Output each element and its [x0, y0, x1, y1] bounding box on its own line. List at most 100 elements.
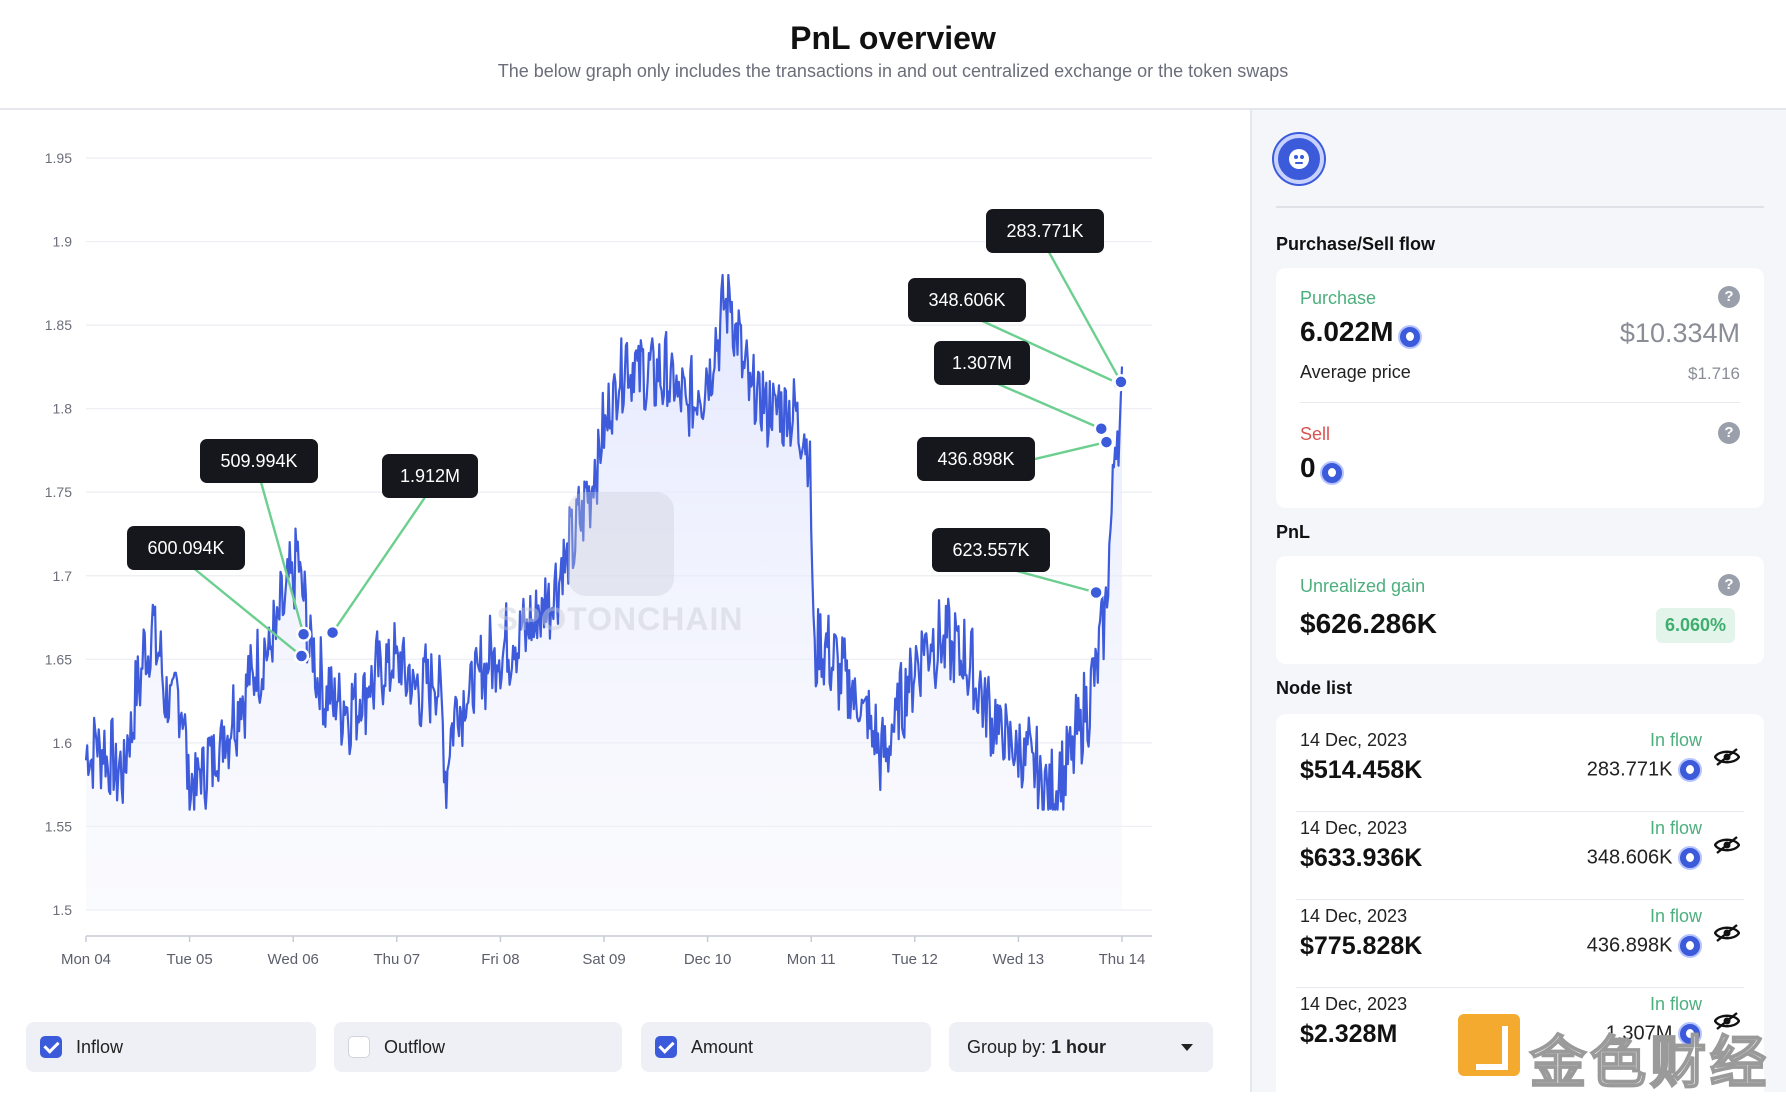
y-tick-label: 1.75	[45, 484, 72, 500]
token-icon	[1320, 460, 1345, 485]
amount-checkbox[interactable]	[655, 1036, 677, 1058]
chart-panel: 1.95 1.9 1.85 1.8 1.75 1.7 1.65 1.6 1.55 1.5 Mon 0…	[0, 110, 1250, 1092]
flow-section-title: Purchase/Sell flow	[1276, 234, 1436, 254]
node-amount-row: 1.307M	[1606, 1022, 1702, 1046]
node-date: 14 Dec, 2023	[1300, 730, 1408, 750]
node-date: 14 Dec, 2023	[1300, 818, 1408, 838]
node-amount-row: 283.771K	[1587, 758, 1702, 782]
annotation-box[interactable]	[908, 278, 1026, 322]
group-by-select[interactable]: Group by: 1 hour	[949, 1022, 1213, 1072]
node-list-item[interactable]: 14 Dec, 2023 In flow $2.328M 1.307M	[1276, 978, 1764, 1078]
node-usd: $633.936K	[1300, 844, 1423, 872]
annotation-box[interactable]	[200, 439, 318, 483]
node-point[interactable]	[1113, 374, 1129, 390]
node-list-item[interactable]: 14 Dec, 2023 In flow $633.936K 348.606K	[1276, 802, 1764, 902]
y-tick-label: 1.7	[53, 568, 73, 584]
node-point[interactable]	[1088, 584, 1104, 601]
outflow-label: Outflow	[384, 1036, 446, 1057]
chevron-down-icon	[1181, 1043, 1193, 1051]
outflow-toggle[interactable]: Outflow	[334, 1022, 622, 1072]
amount-toggle[interactable]: Amount	[641, 1022, 931, 1072]
y-tick-label: 1.55	[45, 818, 72, 834]
node-point[interactable]	[1093, 420, 1110, 437]
x-tick-label: Tue 12	[892, 951, 938, 968]
y-tick-label: 1.85	[45, 317, 72, 333]
eye-off-icon[interactable]	[1714, 748, 1740, 766]
x-tick-label: Thu 14	[1099, 951, 1146, 968]
help-icon[interactable]: ?	[1718, 422, 1740, 444]
annotation-box[interactable]	[934, 341, 1030, 385]
y-tick-label: 1.9	[53, 234, 73, 250]
eye-off-icon[interactable]	[1714, 924, 1740, 942]
annotation-box[interactable]	[382, 454, 478, 498]
annotation-label: 623.557K	[952, 540, 1029, 560]
inflow-toggle[interactable]: Inflow	[26, 1022, 316, 1072]
token-icon	[1678, 846, 1702, 870]
node-usd: $514.458K	[1300, 756, 1423, 784]
x-tick-label: Dec 10	[684, 951, 732, 968]
unrealized-label: Unrealized gain	[1300, 576, 1426, 596]
node-usd: $2.328M	[1300, 1020, 1398, 1048]
annotation-connector	[1043, 244, 1123, 383]
pnl-chart[interactable]: 1.95 1.9 1.85 1.8 1.75 1.7 1.65 1.6 1.55 1.5 Mon 0…	[0, 110, 1250, 1010]
sell-amount-row: 0	[1300, 452, 1345, 485]
outflow-checkbox[interactable]	[348, 1036, 370, 1058]
annotation-label: 1.912M	[400, 466, 460, 486]
unrealized-pct-badge: 6.060%	[1656, 608, 1736, 643]
watermark-text: SPOTONCHAIN	[497, 601, 744, 637]
avg-price-label: Average price	[1300, 362, 1411, 382]
node-point[interactable]	[295, 626, 312, 643]
eye-off-icon[interactable]	[1714, 1012, 1740, 1030]
token-avatar	[1274, 134, 1324, 184]
node-amount-row: 348.606K	[1587, 846, 1702, 870]
node-amount-row: 436.898K	[1587, 934, 1702, 958]
annotation-label: 1.307M	[952, 353, 1012, 373]
inflow-label: Inflow	[76, 1036, 124, 1057]
node-divider	[1296, 899, 1744, 900]
x-tick-label: Fri 08	[481, 951, 519, 968]
group-by-value: 1 hour	[1051, 1036, 1107, 1057]
eye-off-icon[interactable]	[1714, 836, 1740, 854]
y-tick-label: 1.6	[53, 735, 73, 751]
node-date: 14 Dec, 2023	[1300, 994, 1408, 1014]
node-point[interactable]	[293, 648, 310, 664]
page-title: PnL overview	[790, 20, 996, 56]
annotation-label: 509.994K	[220, 451, 297, 471]
annotation-connector	[257, 474, 305, 635]
sell-amount: 0	[1300, 452, 1316, 483]
purchase-usd: $10.334M	[1619, 318, 1740, 348]
x-tick-label: Tue 05	[167, 951, 213, 968]
watermark-logo	[568, 492, 674, 596]
node-point[interactable]	[1098, 434, 1115, 450]
group-by-prefix: Group by:	[967, 1036, 1052, 1057]
unrealized-value: $626.286K	[1300, 608, 1438, 639]
node-amount: 348.606K	[1586, 846, 1673, 869]
jinse-watermark: 金色财经	[1529, 1030, 1770, 1095]
help-icon[interactable]: ?	[1718, 574, 1740, 596]
annotation-box[interactable]	[917, 437, 1035, 481]
node-divider	[1296, 811, 1744, 812]
page-header: PnL overview The below graph only includ…	[0, 0, 1786, 110]
x-tick-label: Mon 11	[787, 951, 836, 968]
annotation-label: 436.898K	[937, 449, 1014, 469]
node-list-item[interactable]: 14 Dec, 2023 In flow $775.828K 436.898K	[1276, 890, 1764, 990]
annotation-box[interactable]	[127, 526, 245, 570]
node-amount: 1.307M	[1605, 1022, 1673, 1045]
help-icon[interactable]: ?	[1718, 286, 1740, 308]
inflow-checkbox[interactable]	[40, 1036, 62, 1058]
purchase-sell-card: Purchase ? 6.022M $10.334M Average price…	[1276, 268, 1764, 508]
series-area	[86, 275, 1122, 910]
annotation-box[interactable]	[986, 209, 1104, 253]
purchase-amount: 6.022M	[1300, 316, 1394, 347]
node-amount: 436.898K	[1586, 934, 1673, 957]
annotation-box[interactable]	[932, 528, 1050, 572]
purchase-label: Purchase	[1300, 288, 1377, 308]
node-date: 14 Dec, 2023	[1300, 906, 1408, 926]
y-tick-label: 1.95	[45, 150, 72, 166]
node-point[interactable]	[324, 624, 341, 641]
x-tick-label: Wed 13	[993, 951, 1044, 968]
node-list-card: 14 Dec, 2023 In flow $514.458K 283.771K 14 …	[1276, 714, 1764, 1092]
node-list-item[interactable]: 14 Dec, 2023 In flow $514.458K 283.771K	[1276, 714, 1764, 814]
node-divider	[1296, 987, 1744, 988]
avg-price-value: $1.716	[1688, 364, 1740, 383]
